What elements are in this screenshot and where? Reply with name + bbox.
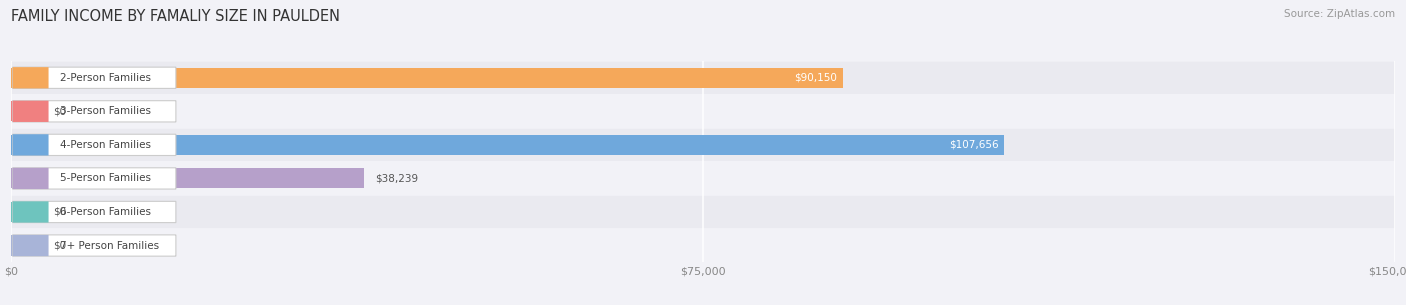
FancyBboxPatch shape — [11, 196, 1395, 228]
Bar — [11, 68, 842, 88]
Text: $0: $0 — [53, 241, 66, 250]
FancyBboxPatch shape — [13, 168, 176, 189]
Text: FAMILY INCOME BY FAMALIY SIZE IN PAULDEN: FAMILY INCOME BY FAMALIY SIZE IN PAULDEN — [11, 9, 340, 24]
FancyBboxPatch shape — [13, 134, 176, 156]
FancyBboxPatch shape — [13, 201, 176, 223]
FancyBboxPatch shape — [13, 101, 176, 122]
Text: $38,239: $38,239 — [375, 174, 418, 183]
FancyBboxPatch shape — [13, 101, 49, 122]
Text: 6-Person Families: 6-Person Families — [59, 207, 150, 217]
Text: 7+ Person Families: 7+ Person Families — [59, 241, 159, 250]
FancyBboxPatch shape — [13, 235, 176, 256]
FancyBboxPatch shape — [13, 235, 49, 256]
Text: $0: $0 — [53, 207, 66, 217]
Bar — [11, 101, 39, 121]
FancyBboxPatch shape — [13, 67, 49, 88]
FancyBboxPatch shape — [13, 168, 49, 189]
Bar — [11, 135, 1004, 155]
Bar — [11, 202, 39, 222]
Text: 5-Person Families: 5-Person Families — [59, 174, 150, 183]
Text: $90,150: $90,150 — [794, 73, 837, 83]
FancyBboxPatch shape — [13, 201, 49, 223]
Text: $107,656: $107,656 — [949, 140, 998, 150]
Text: 2-Person Families: 2-Person Families — [59, 73, 150, 83]
Text: $0: $0 — [53, 106, 66, 116]
FancyBboxPatch shape — [13, 67, 176, 88]
Text: 3-Person Families: 3-Person Families — [59, 106, 150, 116]
FancyBboxPatch shape — [11, 129, 1395, 161]
FancyBboxPatch shape — [11, 162, 1395, 195]
FancyBboxPatch shape — [13, 134, 49, 156]
FancyBboxPatch shape — [11, 62, 1395, 94]
FancyBboxPatch shape — [11, 229, 1395, 262]
Text: Source: ZipAtlas.com: Source: ZipAtlas.com — [1284, 9, 1395, 19]
FancyBboxPatch shape — [11, 95, 1395, 127]
Bar — [11, 168, 364, 188]
Bar — [11, 235, 39, 256]
Text: 4-Person Families: 4-Person Families — [59, 140, 150, 150]
